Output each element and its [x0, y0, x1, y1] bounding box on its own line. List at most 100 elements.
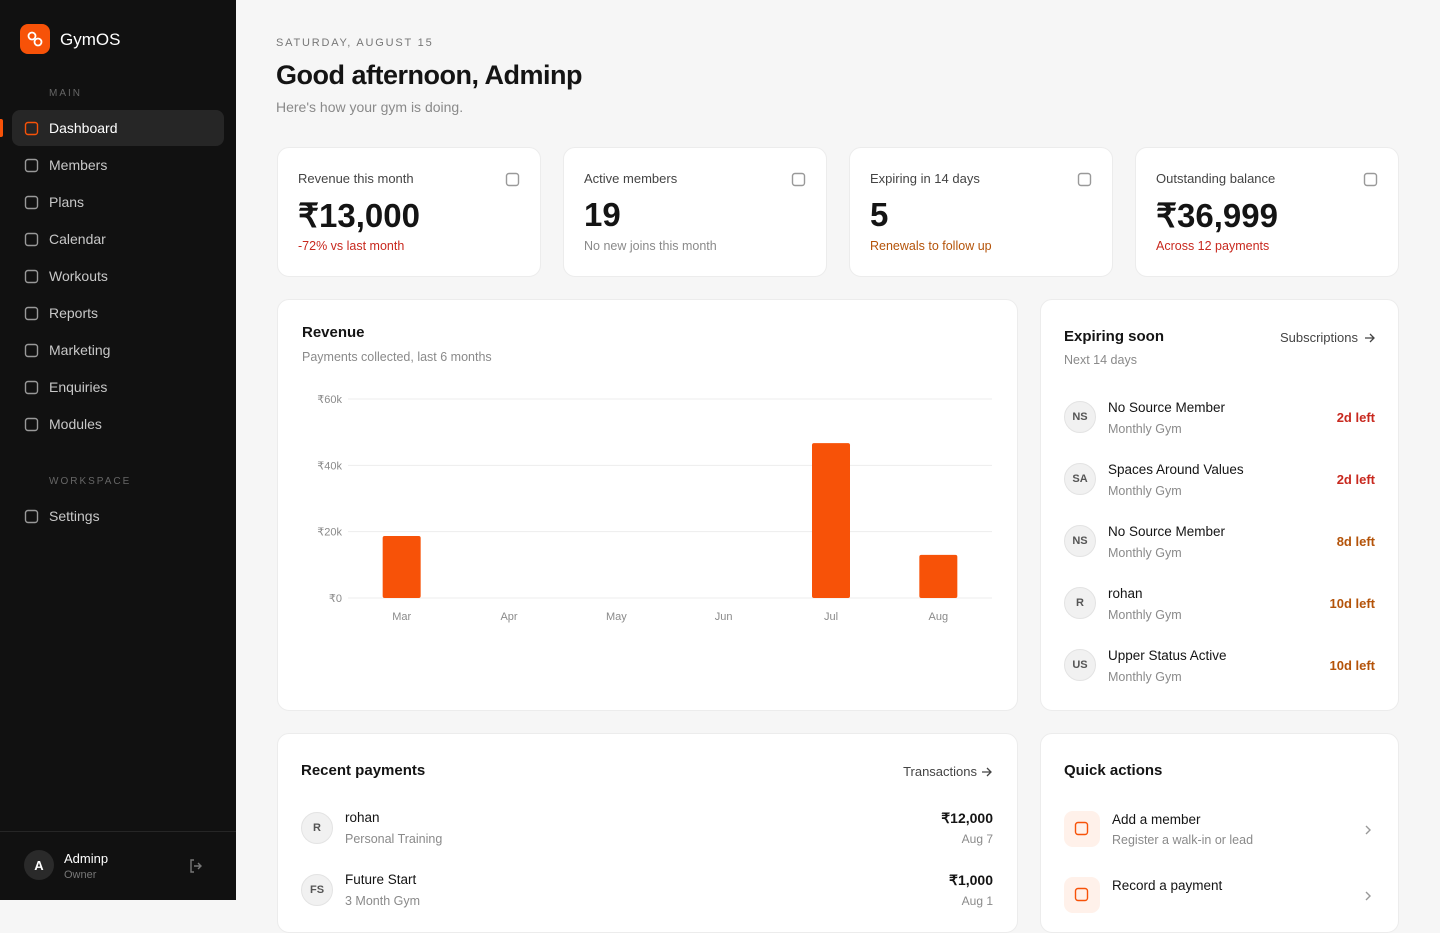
- icon-shape: [24, 232, 39, 247]
- icon: [24, 306, 39, 321]
- chart-subtitle: Payments collected, last 6 months: [302, 350, 492, 364]
- bar: [382, 535, 421, 598]
- avatar: R: [301, 812, 333, 844]
- bar: [812, 443, 850, 598]
- payer-name: Future Start: [345, 872, 417, 887]
- x-tick-label: Aug: [929, 611, 949, 623]
- days-left: 10d left: [1329, 658, 1375, 673]
- avatar: NS: [1064, 401, 1096, 433]
- chevron: [1365, 825, 1371, 835]
- action-icon: [1064, 877, 1100, 913]
- payments-title: Recent payments: [301, 762, 426, 779]
- nav-item[interactable]: Enquiries: [12, 369, 224, 405]
- nav-label: Modules: [49, 416, 102, 432]
- icon-shape: [24, 380, 39, 395]
- nav-item[interactable]: Settings: [12, 498, 224, 534]
- active-indicator: [0, 119, 3, 137]
- nav-label: Plans: [49, 194, 85, 210]
- nav-item[interactable]: Members: [12, 147, 224, 183]
- stat-card: Outstanding balance ₹36,999 Across 12 paym…: [1135, 147, 1399, 277]
- stat-card: Active members 19 No new joins this month: [563, 147, 827, 277]
- nav-label: Calendar: [49, 231, 106, 247]
- nav-label: Enquiries: [49, 379, 108, 395]
- action-description: Register a walk-in or lead: [1112, 833, 1254, 847]
- icon-shape: [24, 269, 39, 284]
- stat-label: Expiring in 14 days: [870, 171, 980, 186]
- nav-item[interactable]: Marketing: [12, 332, 224, 368]
- action-icon: [1064, 811, 1100, 847]
- quick-action[interactable]: Record a payment: [1041, 877, 1398, 927]
- member-plan: Monthly Gym: [1108, 546, 1182, 560]
- icon: [24, 509, 39, 524]
- payment-amount: ₹12,000: [941, 810, 993, 826]
- icon-shape: [791, 172, 806, 187]
- member-name: No Source Member: [1108, 400, 1226, 415]
- transactions-link[interactable]: Transactions: [903, 764, 977, 779]
- chevron-shape: [1365, 825, 1371, 835]
- icon-shape: [24, 121, 39, 136]
- nav-item[interactable]: Workouts: [12, 258, 224, 294]
- stat-card: Revenue this month ₹13,000 -72% vs last mo…: [277, 147, 541, 277]
- subscriptions-link[interactable]: Subscriptions: [1279, 330, 1358, 345]
- revenue-card: Revenue Payments collected, last 6 month…: [277, 299, 1018, 711]
- x-tick-label: May: [606, 611, 627, 623]
- avatar: US: [1064, 649, 1096, 681]
- payment-plan: 3 Month Gym: [345, 894, 421, 908]
- member-name: rohan: [1108, 586, 1143, 601]
- stat-label: Active members: [584, 171, 678, 186]
- icon: [505, 172, 520, 187]
- icon-shape: [24, 195, 39, 210]
- nav-item[interactable]: Reports: [12, 295, 224, 331]
- icon-shape: [24, 509, 39, 524]
- nav-item[interactable]: Plans: [12, 184, 224, 220]
- brand-name: GymOS: [60, 30, 121, 49]
- nav-label: Dashboard: [49, 120, 118, 136]
- nav-item[interactable]: Modules: [12, 406, 224, 442]
- stat-label: Outstanding balance: [1156, 171, 1276, 186]
- nav-item[interactable]: Calendar: [12, 221, 224, 257]
- avatar: R: [1064, 587, 1096, 619]
- brand-logo: [20, 24, 50, 54]
- sidebar: GymOS MAIN Dashboard Members Plans Calendar W…: [0, 0, 236, 900]
- user-avatar: A: [24, 850, 54, 880]
- avatar: SA: [1064, 463, 1096, 495]
- icon-shape: [24, 417, 39, 432]
- icon: [24, 121, 39, 136]
- payment-date: Aug 1: [961, 894, 993, 908]
- member-plan: Monthly Gym: [1108, 608, 1182, 622]
- logout-icon[interactable]: [188, 858, 204, 874]
- arrow-icon: [1365, 333, 1375, 343]
- icon-shape: [24, 343, 39, 358]
- y-tick-label: ₹0: [329, 593, 342, 605]
- member-name: No Source Member: [1108, 524, 1226, 539]
- icon: [24, 195, 39, 210]
- user-role: Owner: [64, 869, 97, 881]
- date: SATURDAY, AUGUST 15: [276, 37, 434, 49]
- payment-date: Aug 7: [961, 832, 993, 846]
- nav-label: Marketing: [49, 342, 111, 358]
- quick-action[interactable]: Add a member Register a walk-in or lead: [1041, 811, 1398, 861]
- icon-shape: [24, 306, 39, 321]
- stat-note: No new joins this month: [584, 239, 717, 253]
- icon: [24, 158, 39, 173]
- icon-shape: [1074, 887, 1089, 902]
- member-plan: Monthly Gym: [1108, 670, 1182, 684]
- chevron: [1365, 891, 1371, 901]
- icon-shape: [505, 172, 520, 187]
- action-title: Record a payment: [1112, 878, 1223, 893]
- chevron-shape: [1365, 891, 1371, 901]
- member-plan: Monthly Gym: [1108, 422, 1182, 436]
- payment-plan: Personal Training: [345, 832, 443, 846]
- payer-name: rohan: [345, 810, 380, 825]
- stat-note: Across 12 payments: [1156, 239, 1270, 253]
- icon: [1074, 821, 1089, 836]
- icon: [24, 232, 39, 247]
- stat-value: ₹36,999: [1156, 197, 1278, 234]
- nav-label: Reports: [49, 305, 99, 321]
- icon: [791, 172, 806, 187]
- stat-note: -72% vs last month: [298, 239, 405, 253]
- days-left: 2d left: [1336, 410, 1375, 425]
- nav-item[interactable]: Dashboard: [12, 110, 224, 146]
- stat-card: Expiring in 14 days 5 Renewals to follow u…: [849, 147, 1113, 277]
